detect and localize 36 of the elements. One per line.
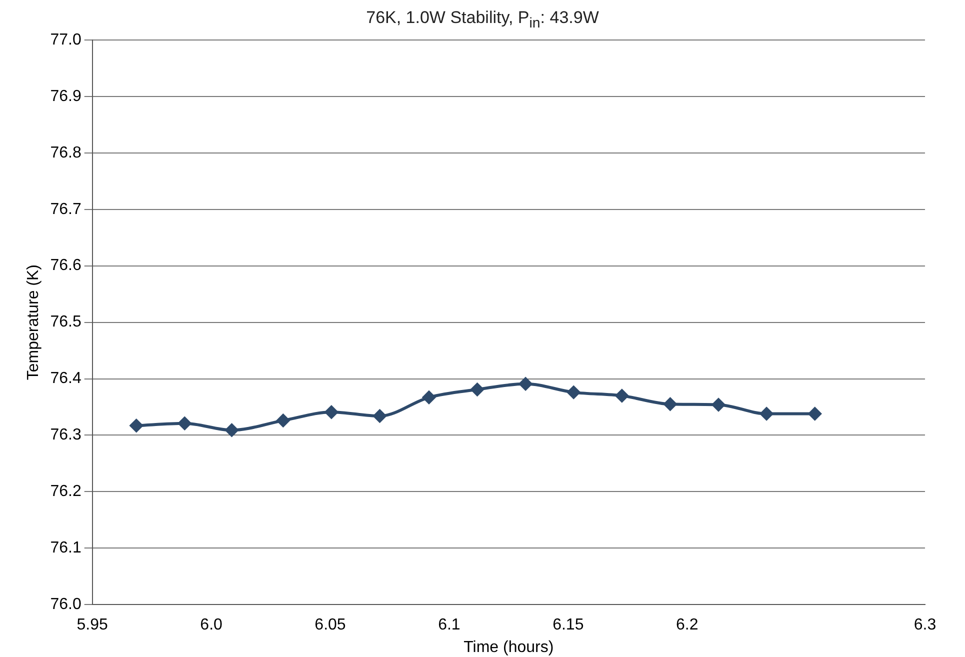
point <box>225 424 238 437</box>
x-tick-label: 6.3 <box>914 616 936 634</box>
point <box>276 414 290 428</box>
y-axis-title: Temperature (K) <box>25 264 42 380</box>
x-tick-label: 6.0 <box>200 616 223 634</box>
point <box>519 377 532 390</box>
chart-title: 76K, 1.0W Stability, P$_{in}$: 43.9W <box>365 8 600 32</box>
y-tick-label: 76.4 <box>50 370 82 388</box>
point <box>664 398 677 411</box>
x-tick-label: 6.15 <box>552 616 584 634</box>
point <box>130 419 143 432</box>
x-tick-label: 5.95 <box>76 616 108 634</box>
y-tick-label: 76.2 <box>50 483 82 500</box>
x-tick-label: 6.1 <box>438 616 460 634</box>
point <box>808 407 822 420</box>
y-tick-label: 76.7 <box>50 200 82 218</box>
x-tick-label: 6.05 <box>314 616 346 634</box>
y-tick-label: 76.8 <box>50 144 82 162</box>
y-tick-label: 76.3 <box>50 426 82 444</box>
point <box>324 406 338 419</box>
point <box>615 389 628 402</box>
y-tick-label: 77.0 <box>50 31 82 48</box>
y-tick-label: 76.6 <box>50 257 82 274</box>
point <box>373 410 386 423</box>
y-tick-label: 76.0 <box>50 596 82 614</box>
point <box>422 390 436 404</box>
point <box>760 407 774 420</box>
point <box>470 382 484 396</box>
point <box>712 398 725 412</box>
y-tick-label: 76.9 <box>50 88 82 105</box>
point <box>567 386 580 399</box>
x-tick-label: 6.2 <box>676 616 698 634</box>
y-tick-label: 76.1 <box>50 540 82 557</box>
x-axis-title: Time (hours) <box>464 638 554 656</box>
point <box>178 416 192 430</box>
y-tick-label: 76.5 <box>50 314 82 331</box>
